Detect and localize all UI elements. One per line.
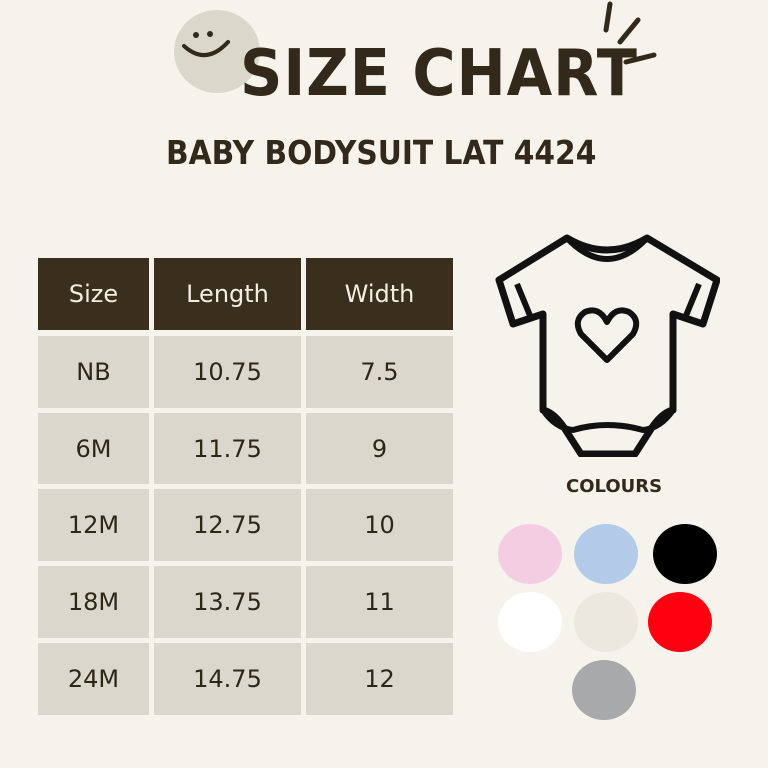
cell-width: 11 [306, 566, 453, 638]
cell-size: 24M [38, 643, 149, 715]
cell-width: 7.5 [306, 336, 453, 408]
colour-swatch-black[interactable] [653, 524, 717, 584]
cell-length: 10.75 [154, 336, 301, 408]
cell-size: 18M [38, 566, 149, 638]
column-header-size: Size [38, 258, 149, 330]
cell-length: 13.75 [154, 566, 301, 638]
smiley-icon [174, 10, 260, 93]
colour-swatch-grey[interactable] [572, 660, 636, 720]
colour-swatch-white[interactable] [498, 592, 562, 652]
column-header-width: Width [306, 258, 453, 330]
colours-label: COLOURS [566, 476, 663, 497]
column-header-length: Length [154, 258, 301, 330]
cell-width: 10 [306, 489, 453, 561]
cell-length: 14.75 [154, 643, 301, 715]
cell-size: 12M [38, 489, 149, 561]
bodysuit-heart-icon [495, 234, 720, 457]
cell-length: 12.75 [154, 489, 301, 561]
cell-length: 11.75 [154, 413, 301, 484]
colour-swatch-red[interactable] [648, 592, 712, 652]
colour-swatch-pink[interactable] [498, 524, 562, 584]
cell-width: 9 [306, 413, 453, 484]
cell-size: 6M [38, 413, 149, 484]
sparkle-lines-icon [603, 1, 657, 65]
page-subtitle: BABY BODYSUIT LAT 4424 [166, 133, 597, 172]
colour-swatch-cream[interactable] [574, 592, 638, 652]
colour-swatch-light-blue[interactable] [574, 524, 638, 584]
page-title: SIZE CHART [240, 37, 638, 111]
cell-size: NB [38, 336, 149, 408]
cell-width: 12 [306, 643, 453, 715]
